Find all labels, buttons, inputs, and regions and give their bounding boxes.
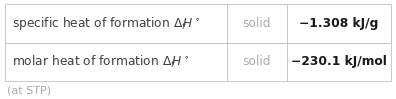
Bar xyxy=(5,4,391,43)
Text: specific heat of formation $\Delta_f\!H^\circ$: specific heat of formation $\Delta_f\!H^… xyxy=(12,15,200,32)
Text: (at STP): (at STP) xyxy=(7,85,51,95)
Text: −1.308 kJ/g: −1.308 kJ/g xyxy=(299,17,379,30)
Text: molar heat of formation $\Delta_f\!H^\circ$: molar heat of formation $\Delta_f\!H^\ci… xyxy=(12,54,190,70)
Text: solid: solid xyxy=(243,17,271,30)
Text: −230.1 kJ/mol: −230.1 kJ/mol xyxy=(291,55,387,68)
Text: solid: solid xyxy=(243,55,271,68)
Bar xyxy=(5,43,391,81)
